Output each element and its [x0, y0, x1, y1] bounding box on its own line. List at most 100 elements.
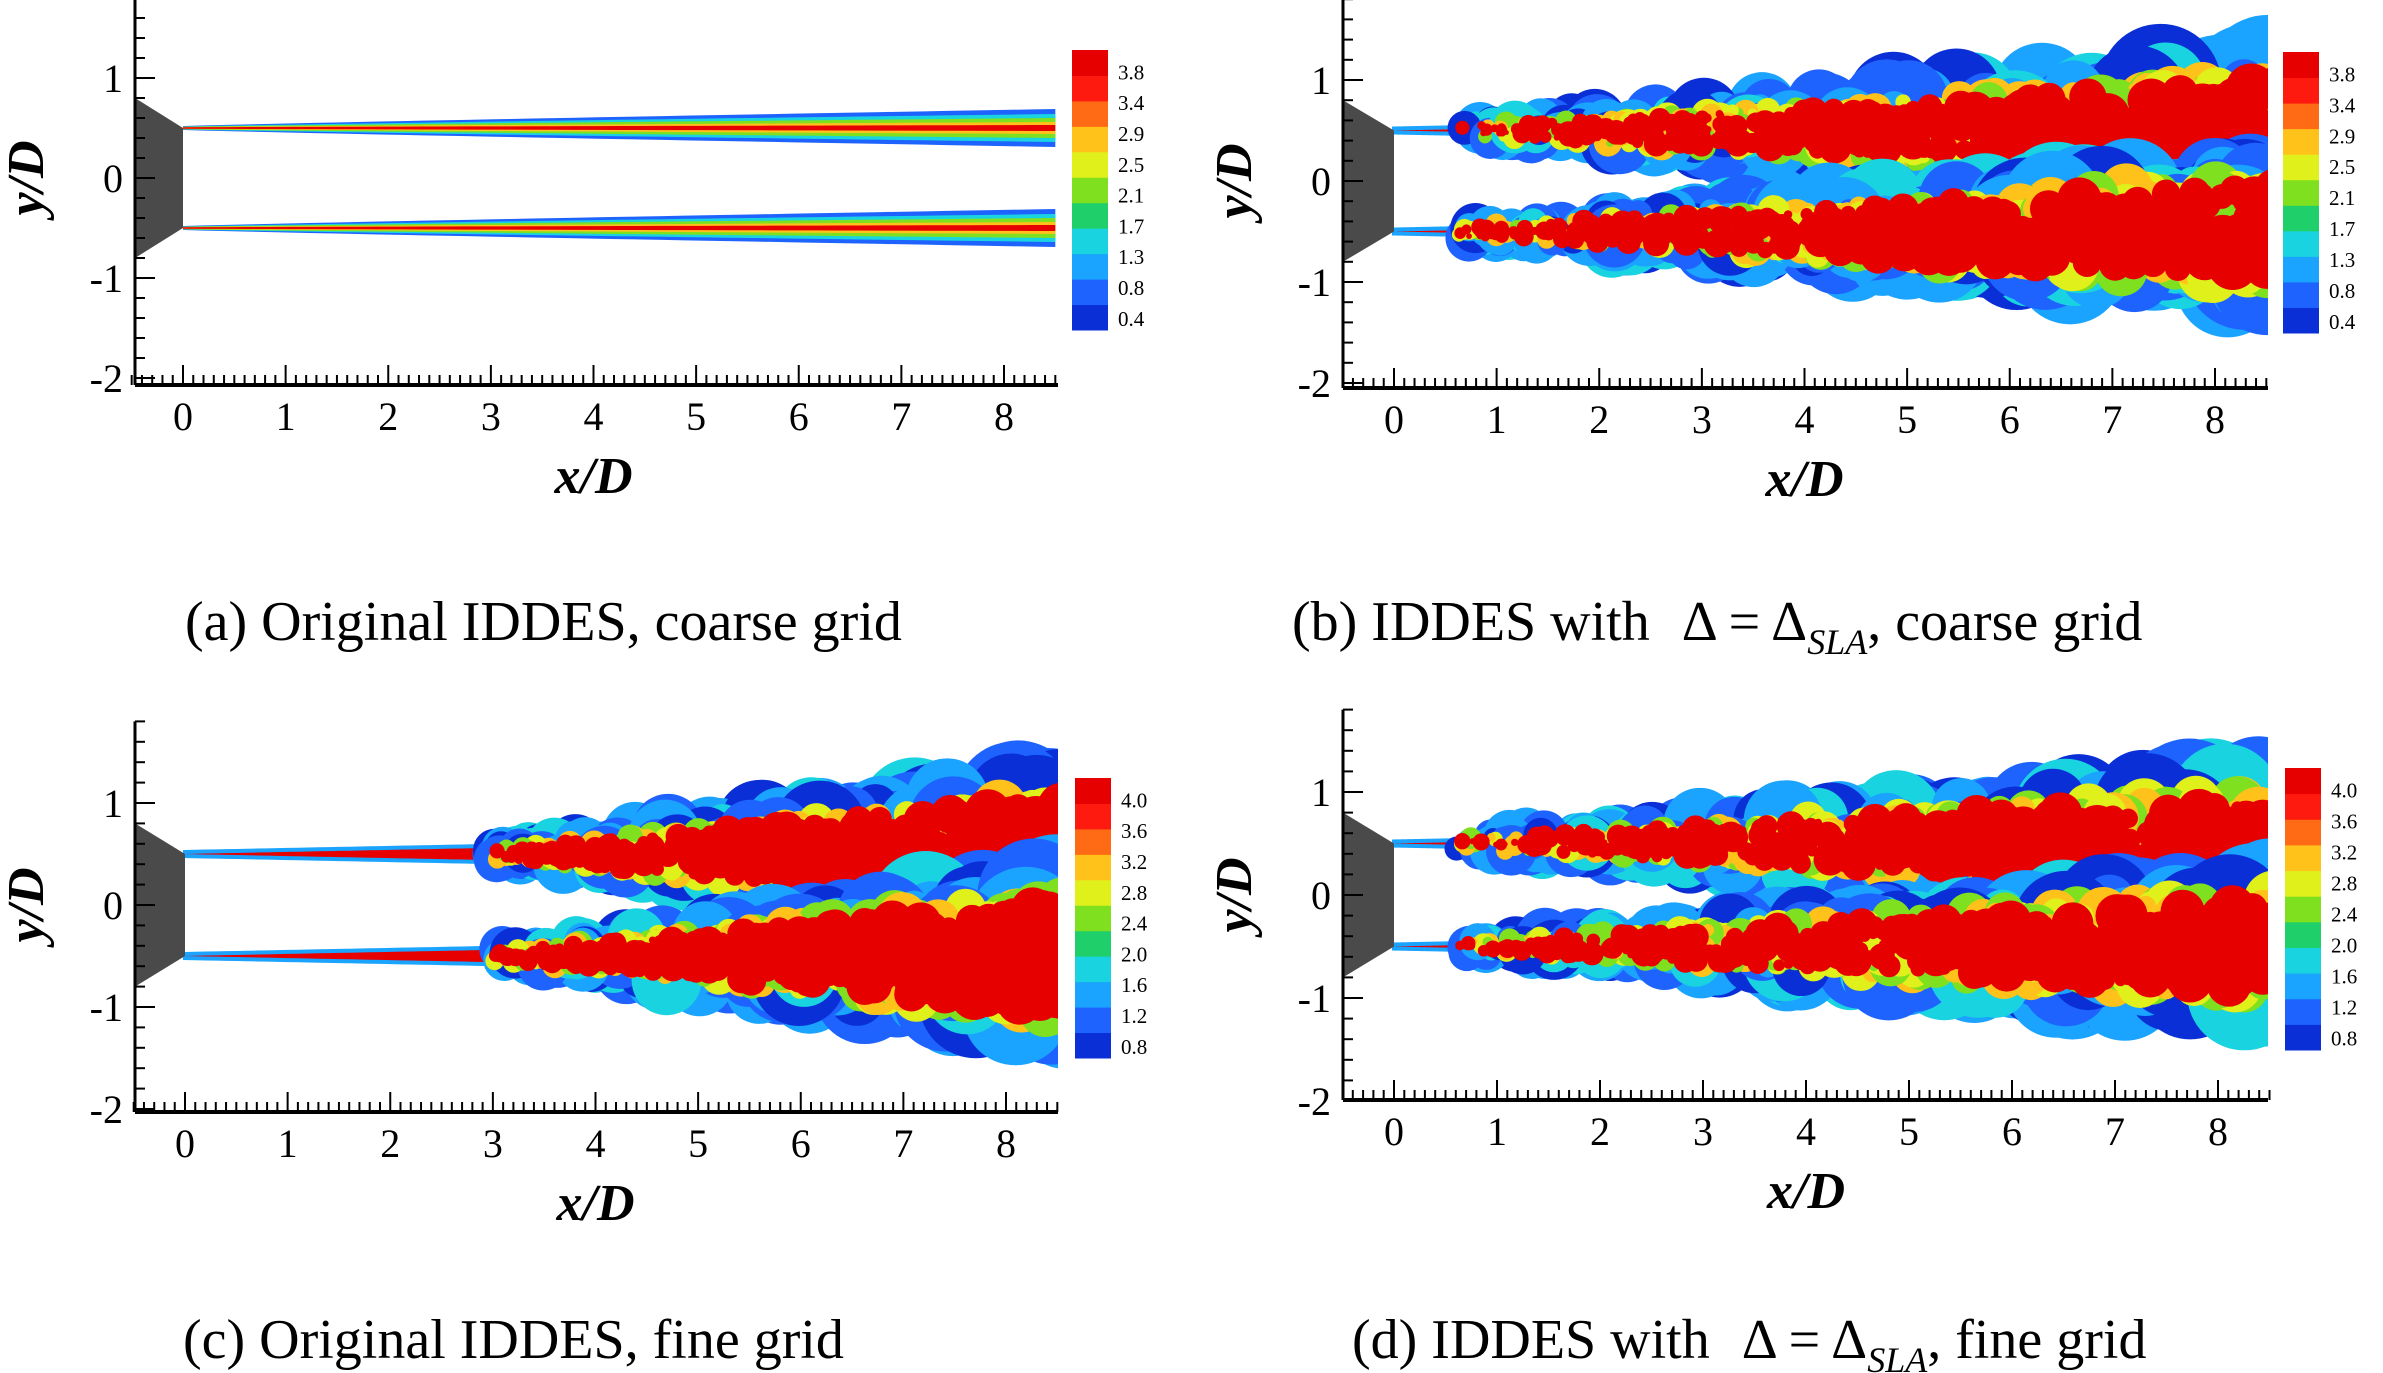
vortex-core [2033, 207, 2077, 250]
nozzle [135, 98, 183, 258]
colorbar-label: 2.1 [2329, 186, 2355, 210]
colorbar-label: 2.9 [1118, 122, 1144, 146]
x-tick-label: 1 [1487, 397, 1507, 442]
vortex-core [1672, 233, 1685, 245]
colorbar-label: 1.3 [2329, 248, 2355, 272]
vortex-core [1054, 809, 1058, 826]
vortex-core [1538, 126, 1547, 134]
vortex-core [802, 859, 827, 884]
vortex-blob [1057, 823, 1058, 830]
jet-layer [183, 125, 1056, 131]
panel-caption: (b) IDDES with Δ = ΔSLA, coarse grid [1292, 591, 2142, 662]
vortex-core [2091, 192, 2122, 223]
vortex-core [1554, 219, 1568, 233]
vortex-core [1806, 234, 1822, 250]
x-axis-title: x/D [554, 448, 633, 505]
vortex-core [1672, 110, 1693, 130]
vortex-core [1807, 135, 1828, 156]
vortex-core [1758, 242, 1773, 258]
y-tick-label: -1 [1298, 260, 1331, 305]
colorbar-label: 3.8 [2329, 62, 2355, 86]
vortex-blob [1056, 937, 1058, 949]
vortex-core [1845, 130, 1859, 144]
colorbar-band [2283, 230, 2319, 257]
vortex-core [2076, 121, 2098, 144]
vortex-core [1504, 130, 1509, 135]
colorbar-label: 0.8 [1118, 276, 1144, 300]
y-tick-label: 0 [103, 156, 123, 201]
vortex-core [650, 862, 664, 876]
vortex-core [1512, 125, 1519, 132]
x-tick-label: 0 [1384, 397, 1404, 442]
vortex-core [677, 853, 697, 873]
colorbar-band [2283, 52, 2319, 79]
vortex-core [2073, 192, 2088, 207]
y-tick-label: -2 [90, 356, 123, 401]
colorbar-band [2283, 179, 2319, 206]
vortex-core [930, 794, 970, 834]
vortex-core [1496, 123, 1507, 134]
vortex-core [574, 856, 586, 868]
colorbar-band [1072, 126, 1108, 153]
vortex-core [646, 832, 659, 845]
vortex-core [1551, 120, 1557, 126]
vortex-core [1718, 115, 1737, 133]
vortex-core [1839, 99, 1869, 129]
panel-b: 0 1 2 3 4 5 6 7 8x/D10-1-2y/D3.83.42.92.52.11.71… [1206, 0, 2356, 662]
vortex-core [563, 846, 573, 855]
shear-layer [183, 843, 495, 865]
vortex-core [1733, 221, 1742, 229]
vortex-core [1882, 237, 1900, 255]
vortex-core [1455, 120, 1470, 135]
vortex-core [656, 844, 675, 863]
x-tick-label: 0 [173, 394, 193, 439]
vortex-core [1710, 230, 1724, 244]
colorbar-band [2283, 307, 2319, 334]
vortex-core [1528, 130, 1542, 144]
colorbar-label: 2.1 [1118, 184, 1144, 208]
vortex-core [1966, 233, 1995, 262]
vortex-blob [1057, 797, 1058, 804]
vortex-core [1522, 224, 1529, 231]
colorbar: 3.83.42.92.52.11.71.30.80.4 [1072, 50, 1145, 331]
colorbar-band [1072, 151, 1108, 178]
vortex-core [1490, 124, 1499, 133]
vortex-core [881, 833, 908, 860]
contour-field [183, 740, 1058, 1069]
vortex-core [1976, 196, 2009, 229]
colorbar-band [2283, 205, 2319, 232]
vortex-core [2092, 93, 2105, 107]
y-axis-title: y/D [1206, 143, 1263, 224]
vortex-core [1860, 215, 1891, 247]
vortex-core [1511, 226, 1524, 239]
vortex-core [1928, 203, 1944, 220]
vortex-core [1721, 224, 1729, 232]
vortex-core [1553, 134, 1561, 141]
vortex-core [1909, 237, 1948, 276]
vortex-core [2164, 255, 2191, 282]
vortex-core [1732, 214, 1758, 240]
vortex-core [1569, 228, 1583, 243]
vortex-core [2131, 225, 2154, 248]
vortex-core [612, 855, 637, 880]
shear-layer [1392, 125, 1458, 136]
colorbar-band [2283, 281, 2319, 308]
colorbar-band [1072, 279, 1108, 306]
vortex-core [533, 842, 546, 855]
x-tick-label: 7 [891, 394, 911, 439]
vortex-core [802, 836, 823, 857]
vortex-core [734, 838, 767, 872]
panel-a: 0 1 2 3 4 5 6 7 8x/D10-1-2y/D3.83.42.92.52.11.71… [0, 0, 1145, 653]
colorbar-label: 1.3 [1118, 245, 1144, 269]
colorbar-label: 0.4 [2329, 310, 2356, 334]
colorbar-label: 3.4 [1118, 91, 1145, 115]
x-tick-label: 3 [481, 394, 501, 439]
vortex-core [1038, 782, 1058, 829]
vortex-core [1711, 239, 1721, 249]
x-tick-label: 2 [1589, 397, 1609, 442]
x-tick-label: 5 [686, 394, 706, 439]
vortex-core [1603, 232, 1616, 245]
vortex-core [816, 818, 833, 834]
vortex-core [1675, 125, 1700, 151]
